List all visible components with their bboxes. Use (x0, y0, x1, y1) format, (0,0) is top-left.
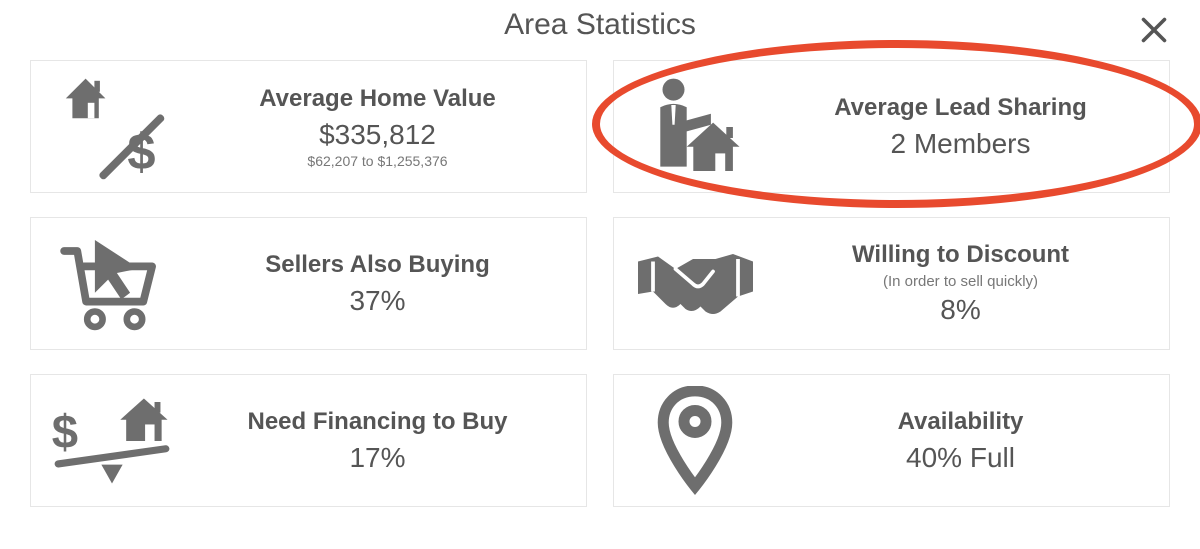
stat-sub: $62,207 to $1,255,376 (187, 153, 568, 169)
stat-title: Average Home Value (187, 85, 568, 113)
stat-value: $335,812 (187, 119, 568, 151)
close-icon (1136, 35, 1172, 52)
seesaw-dollar-house-icon: $ (37, 375, 187, 506)
cart-cursor-icon (37, 218, 187, 349)
stat-title: Sellers Also Buying (187, 251, 568, 279)
stat-value: 37% (187, 285, 568, 317)
stat-title: Availability (770, 408, 1151, 436)
stat-title: Need Financing to Buy (187, 408, 568, 436)
stat-note: (In order to sell quickly) (770, 273, 1151, 290)
card-text: Average Lead Sharing 2 Members (770, 94, 1151, 160)
area-statistics-modal: Area Statistics (0, 0, 1200, 549)
svg-text:$: $ (52, 406, 78, 459)
stat-value: 8% (770, 294, 1151, 326)
card-avg-home-value: $ Average Home Value $335,812 $62,207 to… (30, 60, 587, 193)
card-need-financing: $ Need Financing to Buy 17% (30, 374, 587, 507)
stat-title: Willing to Discount (770, 241, 1151, 269)
card-text: Willing to Discount (In order to sell qu… (770, 241, 1151, 326)
card-text: Sellers Also Buying 37% (187, 251, 568, 317)
svg-text:$: $ (127, 122, 155, 179)
stat-value: 40% Full (770, 442, 1151, 474)
map-pin-icon (620, 375, 770, 506)
house-dollar-icon: $ (37, 61, 187, 192)
card-text: Average Home Value $335,812 $62,207 to $… (187, 85, 568, 169)
card-text: Need Financing to Buy 17% (187, 408, 568, 474)
handshake-icon (620, 218, 770, 349)
close-button[interactable] (1136, 12, 1172, 48)
modal-title: Area Statistics (30, 8, 1170, 42)
stat-value: 17% (187, 442, 568, 474)
stat-value: 2 Members (770, 128, 1151, 160)
card-willing-to-discount: Willing to Discount (In order to sell qu… (613, 217, 1170, 350)
card-avg-lead-sharing: Average Lead Sharing 2 Members (613, 60, 1170, 193)
agent-house-icon (620, 61, 770, 192)
stat-title: Average Lead Sharing (770, 94, 1151, 122)
card-text: Availability 40% Full (770, 408, 1151, 474)
card-sellers-also-buying: Sellers Also Buying 37% (30, 217, 587, 350)
card-availability: Availability 40% Full (613, 374, 1170, 507)
stats-grid: $ Average Home Value $335,812 $62,207 to… (30, 60, 1170, 507)
